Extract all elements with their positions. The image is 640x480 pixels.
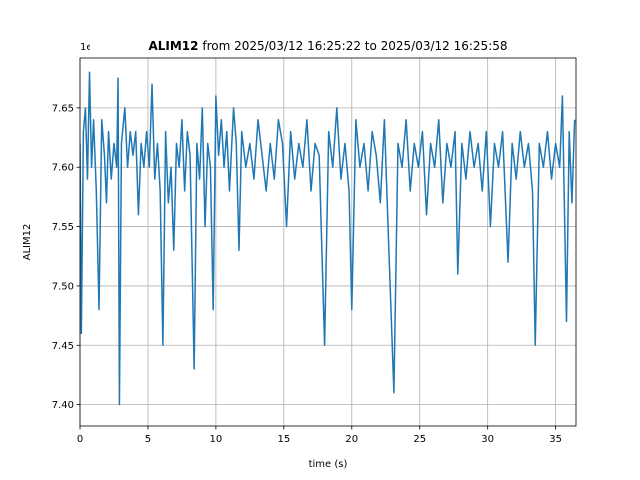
y-tick-label: 7.65 xyxy=(52,103,74,114)
x-tick-label: 10 xyxy=(210,434,223,445)
chart-title: ALIM12 from 2025/03/12 16:25:22 to 2025/… xyxy=(148,39,507,53)
x-tick-label: 15 xyxy=(277,434,290,445)
title-rest: from 2025/03/12 16:25:22 to 2025/03/12 1… xyxy=(202,39,507,53)
offset-text: 1e6 xyxy=(80,42,99,53)
title-name: ALIM12 xyxy=(148,39,198,53)
x-tick-label: 30 xyxy=(481,434,494,445)
y-tick-label: 7.50 xyxy=(52,281,74,292)
x-axis-label: time (s) xyxy=(309,459,348,470)
y-tick-label: 7.40 xyxy=(52,400,74,411)
x-tick-label: 35 xyxy=(549,434,562,445)
y-tick-label: 7.60 xyxy=(52,163,74,174)
x-tick-label: 5 xyxy=(145,434,151,445)
y-tick-label: 7.55 xyxy=(52,222,74,233)
data-line xyxy=(80,71,576,406)
x-tick-label: 0 xyxy=(77,434,83,445)
plot-frame xyxy=(79,57,577,427)
x-tick-label: 20 xyxy=(345,434,358,445)
x-tick-label: 25 xyxy=(413,434,426,445)
y-tick-label: 7.45 xyxy=(52,341,74,352)
y-axis-label: ALIM12 xyxy=(22,224,33,261)
title-backdrop xyxy=(90,30,560,52)
